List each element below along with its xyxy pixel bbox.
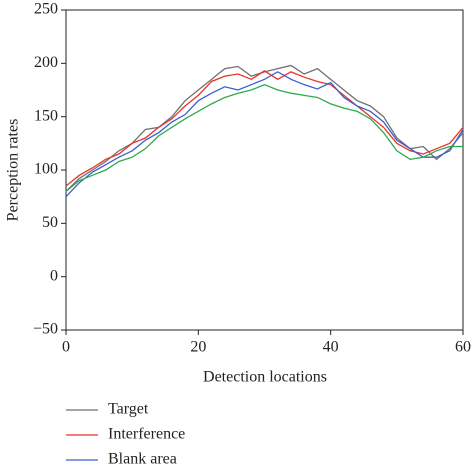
series-line <box>65 83 463 192</box>
y-tick-label: 200 <box>34 54 58 71</box>
plot-frame <box>65 9 464 331</box>
x-tick-label: 0 <box>62 339 70 356</box>
y-tick-label: −50 <box>33 321 58 338</box>
x-axis-label: Detection locations <box>203 369 327 386</box>
x-tick-label: 40 <box>323 339 339 356</box>
legend-label: Interference <box>108 426 185 443</box>
series-line <box>65 71 464 198</box>
y-tick-label: 150 <box>34 107 58 124</box>
y-axis-label: Perception rates <box>5 119 22 222</box>
series-line <box>65 70 464 187</box>
x-tick-label: 20 <box>190 339 206 356</box>
x-tick-label: 60 <box>455 339 471 356</box>
legend-label: Blank area <box>108 451 177 468</box>
y-tick-label: 0 <box>50 267 58 284</box>
y-tick-label: 50 <box>42 214 58 231</box>
legend-label: Target <box>108 401 149 418</box>
y-tick-label: 100 <box>34 161 58 178</box>
y-tick-label: 250 <box>34 1 58 18</box>
